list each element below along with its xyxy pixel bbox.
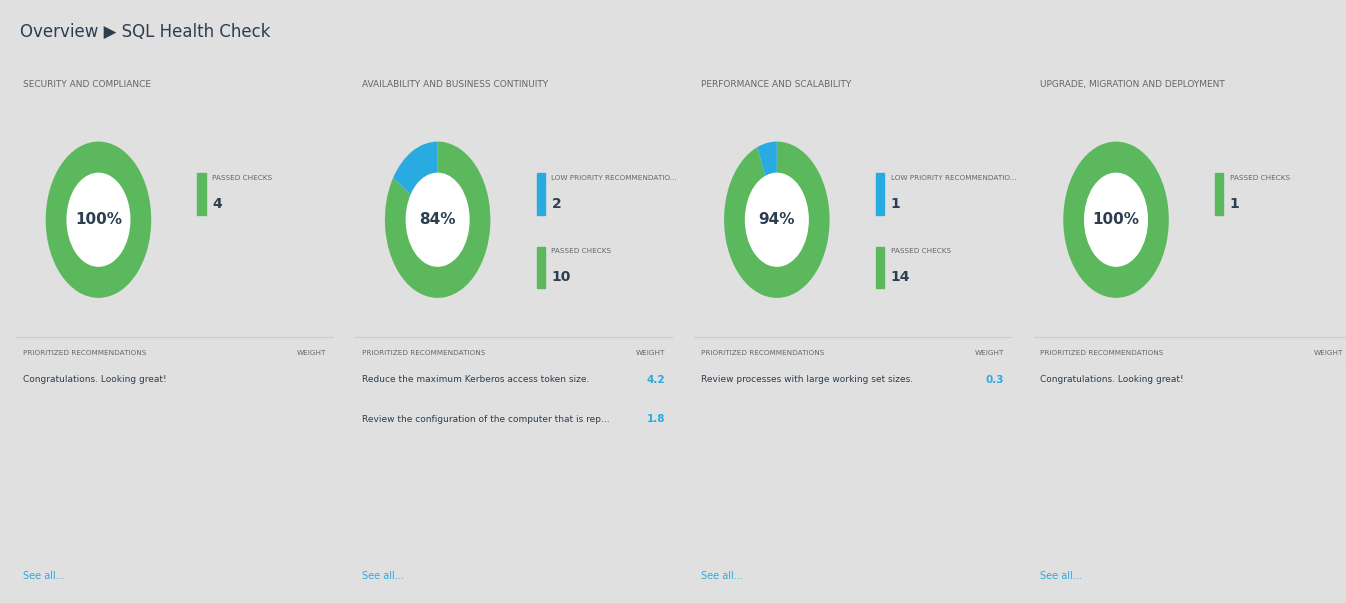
Text: PASSED CHECKS: PASSED CHECKS [552,248,611,254]
Text: PRIORITIZED RECOMMENDATIONS: PRIORITIZED RECOMMENDATIONS [701,350,824,356]
Text: Congratulations. Looking great!: Congratulations. Looking great! [1040,376,1184,385]
Bar [198,173,206,215]
Wedge shape [1063,142,1168,298]
Circle shape [406,173,468,266]
Text: 10: 10 [552,270,571,285]
Circle shape [746,173,808,266]
Bar [537,247,545,288]
Wedge shape [46,142,151,298]
Text: PASSED CHECKS: PASSED CHECKS [891,248,950,254]
Text: 14: 14 [891,270,910,285]
Text: See all...: See all... [23,571,65,581]
Bar [876,173,884,215]
Bar [876,247,884,288]
Text: WEIGHT: WEIGHT [635,350,665,356]
Text: 1: 1 [1230,197,1240,211]
Wedge shape [393,142,437,195]
Text: UPGRADE, MIGRATION AND DEPLOYMENT: UPGRADE, MIGRATION AND DEPLOYMENT [1040,80,1225,89]
Wedge shape [385,142,490,298]
Text: 2: 2 [552,197,561,211]
Text: PASSED CHECKS: PASSED CHECKS [213,175,272,182]
Bar [1215,173,1224,215]
Wedge shape [758,142,777,177]
Text: Congratulations. Looking great!: Congratulations. Looking great! [23,376,167,385]
Text: SECURITY AND COMPLIANCE: SECURITY AND COMPLIANCE [23,80,151,89]
Text: 100%: 100% [1093,212,1140,227]
Text: 100%: 100% [75,212,122,227]
Text: WEIGHT: WEIGHT [975,350,1004,356]
Text: PRIORITIZED RECOMMENDATIONS: PRIORITIZED RECOMMENDATIONS [23,350,145,356]
Text: Review processes with large working set sizes.: Review processes with large working set … [701,376,913,385]
Text: See all...: See all... [362,571,404,581]
Text: 1.8: 1.8 [646,414,665,424]
Text: LOW PRIORITY RECOMMENDATIO...: LOW PRIORITY RECOMMENDATIO... [552,175,677,182]
Text: WEIGHT: WEIGHT [1314,350,1343,356]
Wedge shape [1063,142,1168,298]
Text: 4: 4 [213,197,222,211]
Text: WEIGHT: WEIGHT [296,350,326,356]
Text: PRIORITIZED RECOMMENDATIONS: PRIORITIZED RECOMMENDATIONS [1040,350,1163,356]
Text: 4.2: 4.2 [646,375,665,385]
Wedge shape [385,142,490,298]
Circle shape [1085,173,1147,266]
Text: See all...: See all... [1040,571,1082,581]
Text: PASSED CHECKS: PASSED CHECKS [1230,175,1289,182]
Text: See all...: See all... [701,571,743,581]
Text: 0.3: 0.3 [985,375,1004,385]
Text: AVAILABILITY AND BUSINESS CONTINUITY: AVAILABILITY AND BUSINESS CONTINUITY [362,80,548,89]
Text: LOW PRIORITY RECOMMENDATIO...: LOW PRIORITY RECOMMENDATIO... [891,175,1016,182]
Text: Reduce the maximum Kerberos access token size.: Reduce the maximum Kerberos access token… [362,376,590,385]
Text: Review the configuration of the computer that is rep...: Review the configuration of the computer… [362,414,610,423]
Text: PRIORITIZED RECOMMENDATIONS: PRIORITIZED RECOMMENDATIONS [362,350,485,356]
Wedge shape [46,142,151,298]
Circle shape [67,173,129,266]
Text: Overview ▶ SQL Health Check: Overview ▶ SQL Health Check [20,22,271,40]
Text: 1: 1 [891,197,900,211]
Wedge shape [724,142,829,298]
Text: PERFORMANCE AND SCALABILITY: PERFORMANCE AND SCALABILITY [701,80,851,89]
Bar [537,173,545,215]
Text: 94%: 94% [759,212,795,227]
Text: 84%: 84% [420,212,456,227]
Wedge shape [724,142,829,298]
